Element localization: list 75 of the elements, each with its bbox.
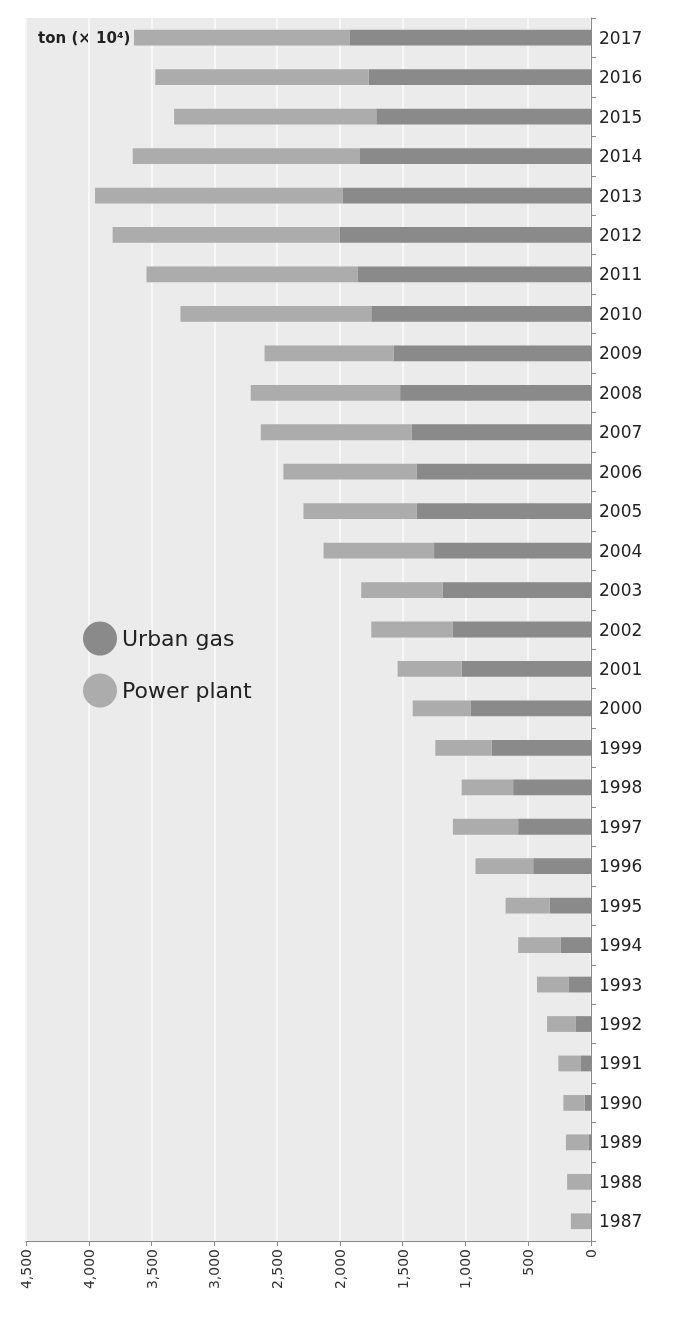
- x-tick-label: 2,000: [331, 1249, 348, 1290]
- bar: [397, 661, 462, 677]
- bar: [558, 1055, 581, 1072]
- bar: [303, 503, 417, 520]
- x-tick-label: 3,500: [143, 1249, 160, 1290]
- bar: [283, 463, 417, 480]
- bar: [250, 384, 401, 401]
- y-tick-label: 2016: [599, 67, 643, 88]
- bar: [461, 779, 514, 796]
- y-tick-label: 2002: [599, 619, 643, 640]
- bar: [112, 227, 340, 243]
- bar: [565, 1134, 589, 1151]
- y-tick-label: 2006: [599, 461, 643, 482]
- bar: [133, 29, 350, 46]
- bar: [547, 1016, 576, 1032]
- bar: [563, 1095, 585, 1111]
- x-axis-title: ton (× 10⁴): [38, 28, 131, 47]
- y-tick-label: 2013: [599, 185, 643, 206]
- y-tick-label: 1987: [599, 1211, 643, 1232]
- x-tick-label: 500: [520, 1249, 537, 1276]
- x-tick-label: 3,000: [206, 1249, 223, 1290]
- y-tick-label: 2007: [599, 422, 643, 443]
- bar: [518, 937, 561, 953]
- y-tick-label: 1988: [599, 1171, 643, 1192]
- y-tick-label: 1996: [599, 856, 643, 877]
- bar: [435, 739, 492, 756]
- y-tick-label: 2015: [599, 106, 643, 127]
- y-tick-label: 1991: [599, 1053, 643, 1074]
- y-tick-label: 2003: [599, 580, 643, 601]
- bar: [174, 108, 377, 125]
- bar: [412, 700, 471, 717]
- bar: [537, 976, 569, 993]
- y-tick-label: 2004: [599, 540, 643, 561]
- y-tick-label: 1998: [599, 777, 643, 798]
- y-tick-label: 2017: [599, 27, 643, 48]
- y-tick-label: 2001: [599, 658, 643, 679]
- x-tick-label: 1,500: [394, 1249, 411, 1290]
- y-tick-label: 2005: [599, 501, 643, 522]
- y-tick-label: 1990: [599, 1092, 643, 1113]
- bar: [155, 69, 369, 86]
- y-tick-label: 1992: [599, 1014, 643, 1035]
- y-tick-label: 2012: [599, 224, 643, 245]
- bar: [180, 306, 372, 322]
- y-tick-label: 1989: [599, 1132, 643, 1153]
- bar: [567, 1173, 591, 1190]
- legend-label: Power plant: [122, 678, 253, 703]
- y-tick-label: 2008: [599, 382, 643, 403]
- y-tick-label: 2009: [599, 343, 643, 364]
- bar: [570, 1213, 591, 1230]
- y-tick-label: 1997: [599, 816, 643, 837]
- bar: [132, 148, 360, 164]
- bar: [264, 345, 394, 362]
- bar: [323, 542, 435, 559]
- bar: [361, 582, 443, 598]
- y-tick-label: 2014: [599, 146, 643, 167]
- x-tick-label: 4,000: [80, 1249, 97, 1290]
- y-tick-label: 1994: [599, 935, 643, 956]
- y-tick-label: 1995: [599, 895, 643, 916]
- x-tick-label: 2,500: [269, 1249, 286, 1290]
- y-tick-label: 2000: [599, 698, 643, 719]
- legend-label: Urban gas: [122, 626, 235, 651]
- y-tick-label: 2010: [599, 303, 643, 324]
- bar: [146, 266, 358, 283]
- y-tick-label: 1993: [599, 974, 643, 995]
- y-tick-label: 1999: [599, 737, 643, 758]
- bar: [505, 897, 550, 914]
- x-tick-label: 4,500: [18, 1249, 34, 1290]
- y-tick-label: 2011: [599, 264, 643, 285]
- bar: [371, 621, 453, 638]
- x-tick-label: 1,000: [457, 1249, 474, 1290]
- bar: [475, 858, 534, 875]
- x-tick-label: 0: [583, 1249, 599, 1258]
- bar: [260, 424, 412, 441]
- bar: [95, 187, 343, 204]
- bar: [452, 818, 519, 835]
